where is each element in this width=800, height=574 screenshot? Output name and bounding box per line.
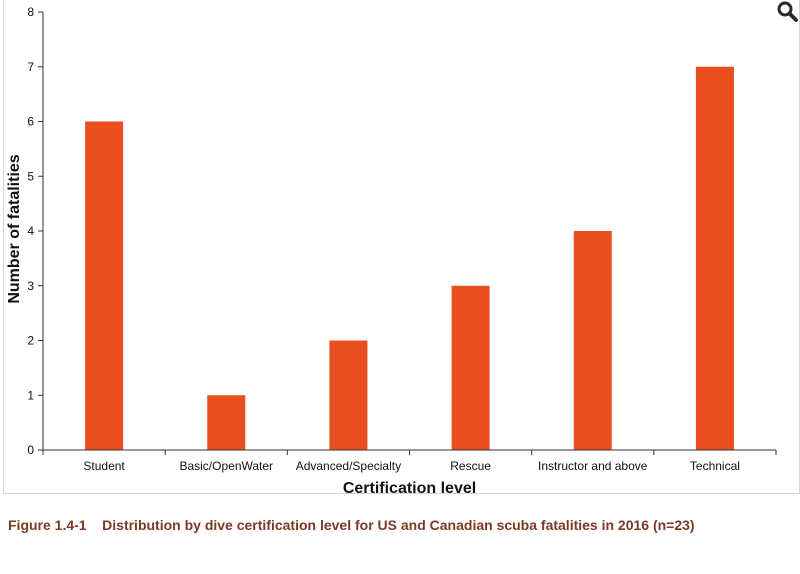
- chart-frame: [3, 0, 800, 494]
- bar-student: [85, 121, 124, 450]
- figure-caption-text: Distribution by dive certification level…: [102, 517, 695, 533]
- zoom-button[interactable]: [776, 0, 800, 24]
- bar-basic-openwater: [207, 395, 246, 450]
- y-tick-label: 3: [27, 279, 34, 293]
- bar-chart: 0 1 2 3 4 5 6 7 8 Student Basic/OpenWater Advanced…: [6, 5, 777, 497]
- y-tick-label: 2: [27, 334, 34, 348]
- y-tick-label: 6: [27, 115, 34, 129]
- bar-technical: [695, 66, 734, 450]
- y-tick-label: 4: [27, 224, 34, 238]
- bar-advanced-specialty: [329, 340, 368, 450]
- x-axis: Student Basic/OpenWater Advanced/Specialty…: [42, 449, 777, 473]
- x-axis-title: Certification level: [343, 480, 476, 497]
- figure-caption-label: Figure 1.4-1: [8, 517, 87, 533]
- y-tick-label: 0: [27, 443, 34, 457]
- bar-instructor-and-above: [573, 231, 612, 450]
- y-axis-title: Number of fatalities: [6, 154, 23, 303]
- y-tick-label: 8: [27, 5, 34, 19]
- bars: [85, 66, 734, 450]
- y-tick-label: 1: [27, 388, 34, 402]
- bar-rescue: [451, 285, 490, 450]
- x-tick-label: Rescue: [450, 459, 491, 473]
- figure-caption: Figure 1.4-1 Distribution by dive certif…: [8, 517, 695, 533]
- y-tick-label: 5: [27, 169, 34, 183]
- y-tick-label: 7: [27, 60, 34, 74]
- magnifier-icon: [777, 1, 798, 22]
- x-tick-label: Advanced/Specialty: [296, 459, 401, 473]
- y-axis: 0 1 2 3 4 5 6 7 8: [27, 5, 44, 457]
- x-tick-label: Basic/OpenWater: [179, 459, 273, 473]
- x-tick-label: Instructor and above: [538, 459, 648, 473]
- x-tick-label: Student: [83, 459, 125, 473]
- x-tick-label: Technical: [690, 459, 740, 473]
